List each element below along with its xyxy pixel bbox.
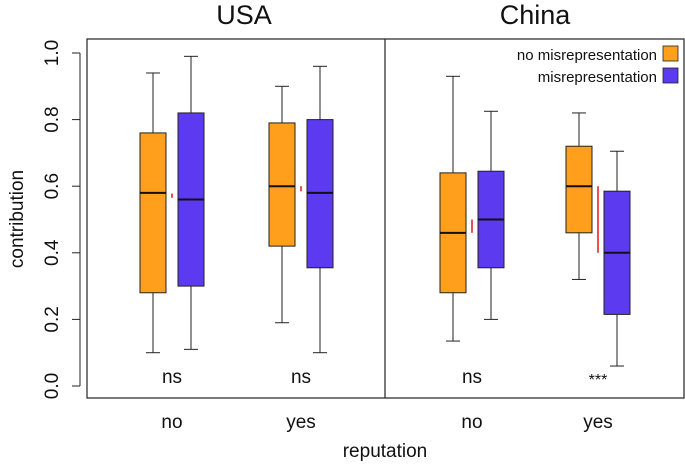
panel-title-china: China xyxy=(500,0,572,30)
y-tick-label: 1.0 xyxy=(42,40,63,66)
y-tick-label: 0.4 xyxy=(42,239,63,266)
significance-label: ns xyxy=(462,367,482,388)
x-tick-label: no xyxy=(161,412,182,433)
panel-title-usa: USA xyxy=(216,0,272,30)
significance-label: ns xyxy=(162,367,182,388)
box-misrepresentation xyxy=(603,150,631,367)
iqr-box xyxy=(268,122,296,247)
iqr-box xyxy=(565,145,593,234)
box-no-misrepresentation xyxy=(268,85,296,324)
legend-swatch xyxy=(662,67,679,84)
y-axis-label: contribution xyxy=(7,170,28,268)
iqr-box xyxy=(139,132,167,294)
legend-label: misrepresentation xyxy=(538,69,657,86)
y-tick-label: 0.8 xyxy=(42,106,63,132)
x-tick-label: yes xyxy=(286,412,316,433)
x-tick-label: no xyxy=(461,412,482,433)
y-tick-label: 0.6 xyxy=(42,173,63,199)
y-tick-label: 0.0 xyxy=(42,373,63,399)
legend-swatch xyxy=(662,45,679,62)
significance-label: *** xyxy=(589,372,608,389)
box-misrepresentation xyxy=(306,65,334,354)
legend-label: no misrepresentation xyxy=(517,47,657,64)
box-misrepresentation xyxy=(477,110,505,320)
x-axis-label: reputation xyxy=(343,441,428,462)
x-tick-label: yes xyxy=(583,412,613,433)
y-tick-label: 0.2 xyxy=(42,306,63,332)
significance-label: ns xyxy=(291,367,311,388)
box-no-misrepresentation xyxy=(565,112,593,280)
box-no-misrepresentation xyxy=(439,75,467,342)
box-no-misrepresentation xyxy=(139,72,167,354)
box-misrepresentation xyxy=(177,55,205,350)
